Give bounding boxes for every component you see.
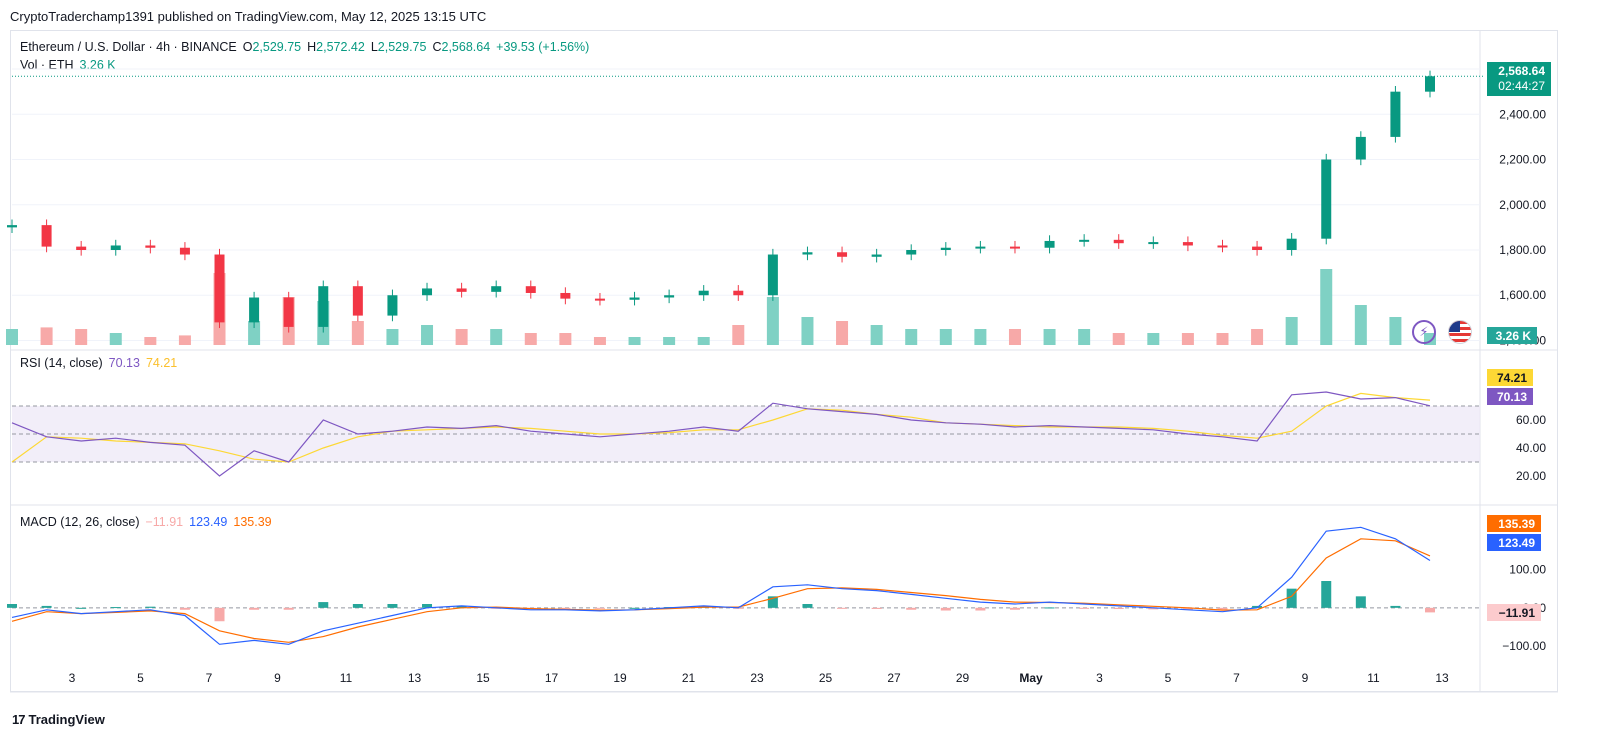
symbol-label[interactable]: Ethereum / U.S. Dollar · 4h · BINANCE	[20, 40, 237, 54]
open-label: O	[242, 40, 253, 54]
macd-value-tag: 123.49	[1487, 534, 1541, 551]
tradingview-logo[interactable]: 17 TradingView	[12, 712, 105, 727]
chart-frame[interactable]	[10, 30, 1558, 692]
high-value: 2,572.42	[316, 40, 365, 54]
publisher-header: CryptoTraderchamp1391 published on Tradi…	[10, 9, 487, 24]
volume-label[interactable]: Vol · ETH	[20, 58, 74, 72]
volume-tag: 3.26 K	[1487, 327, 1537, 344]
tv-logo-icon: 17	[12, 712, 26, 727]
rsi-value: 70.13	[108, 356, 140, 370]
volume-legend: Vol · ETH 3.26 K	[20, 58, 122, 72]
rsi-label[interactable]: RSI (14, close)	[20, 356, 103, 370]
macd-legend: MACD (12, 26, close) −11.91 123.49 135.39	[20, 515, 278, 529]
macd-value: 123.49	[189, 515, 228, 529]
lightning-icon[interactable]: ⚡	[1412, 320, 1436, 344]
close-label: C	[432, 40, 442, 54]
rsi-legend: RSI (14, close) 70.13 74.21	[20, 356, 183, 370]
low-label: L	[370, 40, 378, 54]
volume-value: 3.26 K	[79, 58, 116, 72]
change-value: +39.53 (+1.56%)	[496, 40, 590, 54]
macd-hist-value: −11.91	[145, 515, 184, 529]
macd-hist-tag: −11.91	[1487, 604, 1541, 621]
main-legend: Ethereum / U.S. Dollar · 4h · BINANCE O2,…	[20, 40, 595, 54]
rsi-ma-value: 74.21	[145, 356, 178, 370]
low-value: 2,529.75	[377, 40, 427, 54]
us-flag-icon[interactable]	[1448, 320, 1472, 344]
rsi-ma-tag: 74.21	[1487, 369, 1533, 386]
rsi-value-tag: 70.13	[1487, 388, 1533, 405]
last-price-tag: 2,568.64 02:44:27	[1487, 62, 1551, 96]
macd-signal-tag: 135.39	[1487, 515, 1541, 532]
bar-countdown: 02:44:27	[1498, 79, 1545, 93]
brand-label: TradingView	[28, 712, 105, 727]
macd-label[interactable]: MACD (12, 26, close)	[20, 515, 140, 529]
macd-signal-value: 135.39	[233, 515, 272, 529]
high-label: H	[307, 40, 317, 54]
close-value: 2,568.64	[441, 40, 491, 54]
last-price-value: 2,568.64	[1498, 64, 1545, 78]
open-value: 2,529.75	[252, 40, 302, 54]
